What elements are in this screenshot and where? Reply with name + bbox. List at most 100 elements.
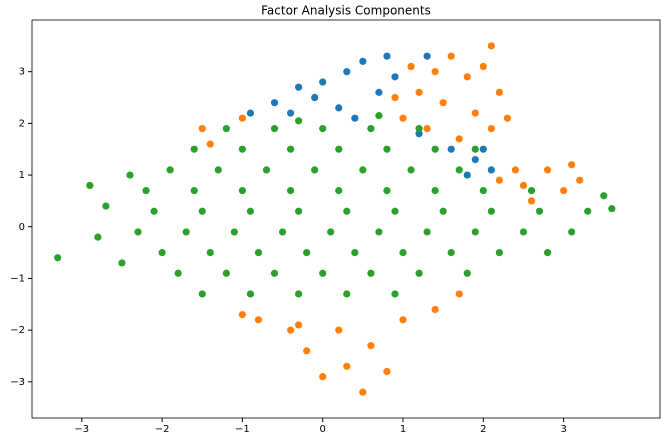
point xyxy=(254,316,263,324)
point xyxy=(174,269,182,277)
point xyxy=(463,171,471,179)
point xyxy=(222,124,230,133)
point xyxy=(158,248,166,257)
point xyxy=(487,166,495,174)
point xyxy=(319,78,327,86)
point xyxy=(222,269,230,277)
point xyxy=(455,135,463,143)
point xyxy=(367,342,375,350)
point xyxy=(463,269,471,277)
point xyxy=(391,93,399,102)
point xyxy=(286,186,295,195)
point xyxy=(431,68,439,76)
point xyxy=(343,362,351,370)
point xyxy=(150,207,158,215)
point xyxy=(527,186,536,195)
point xyxy=(479,145,487,153)
point xyxy=(198,207,206,215)
point xyxy=(270,269,279,277)
point xyxy=(94,233,102,241)
point xyxy=(487,124,495,133)
point xyxy=(383,186,391,195)
point xyxy=(351,114,359,122)
point xyxy=(455,290,463,298)
point xyxy=(447,52,455,60)
point xyxy=(568,161,576,169)
point xyxy=(262,166,271,174)
point xyxy=(399,248,407,257)
point xyxy=(359,57,367,65)
point xyxy=(206,248,214,257)
point xyxy=(303,347,311,355)
point xyxy=(359,388,367,396)
point xyxy=(383,145,391,153)
point xyxy=(407,166,415,174)
point xyxy=(351,248,359,257)
point xyxy=(479,62,487,71)
y-tick-label: −3 xyxy=(10,377,25,388)
point xyxy=(327,228,335,236)
point xyxy=(447,145,455,153)
point xyxy=(560,186,568,195)
x-tick-label: 3 xyxy=(560,424,566,435)
point xyxy=(182,228,190,236)
y-tick-label: −1 xyxy=(10,273,25,284)
point xyxy=(375,228,383,236)
x-tick-label: 2 xyxy=(480,424,486,435)
point xyxy=(439,207,447,215)
point xyxy=(311,93,319,102)
point xyxy=(343,290,351,298)
point xyxy=(238,114,247,122)
point xyxy=(295,290,303,298)
point xyxy=(190,145,198,153)
point xyxy=(423,52,431,60)
point xyxy=(415,88,423,96)
point xyxy=(471,228,479,236)
point xyxy=(584,207,592,215)
point xyxy=(295,83,303,91)
point xyxy=(527,197,536,205)
point xyxy=(495,88,503,96)
point xyxy=(166,166,174,174)
point xyxy=(126,171,134,179)
point xyxy=(439,99,447,107)
point xyxy=(471,155,479,164)
point xyxy=(519,228,528,236)
x-tick-label: −2 xyxy=(155,424,170,435)
point xyxy=(391,73,399,81)
point xyxy=(495,176,503,184)
point xyxy=(407,62,415,71)
point xyxy=(375,112,383,120)
point xyxy=(335,186,343,195)
point xyxy=(391,290,399,298)
point xyxy=(198,290,206,298)
point xyxy=(535,207,544,215)
point xyxy=(431,145,439,153)
point xyxy=(431,305,439,314)
chart-title: Factor Analysis Components xyxy=(261,4,431,18)
x-tick-label: −3 xyxy=(74,424,89,435)
point xyxy=(511,166,520,174)
point xyxy=(278,228,287,236)
point xyxy=(86,181,94,190)
point xyxy=(415,269,423,277)
point xyxy=(495,248,503,257)
point xyxy=(118,259,126,267)
point xyxy=(375,88,383,96)
point xyxy=(214,166,222,174)
point xyxy=(415,124,423,133)
point xyxy=(246,109,255,117)
point xyxy=(295,117,303,125)
point xyxy=(286,109,295,117)
point xyxy=(319,373,327,381)
point xyxy=(359,166,367,174)
point xyxy=(335,145,343,153)
y-tick-label: 2 xyxy=(19,118,25,129)
point xyxy=(319,269,327,277)
point xyxy=(463,73,471,81)
point xyxy=(455,166,463,174)
y-tick-label: −2 xyxy=(10,325,25,336)
point xyxy=(383,52,391,60)
point xyxy=(399,114,407,122)
